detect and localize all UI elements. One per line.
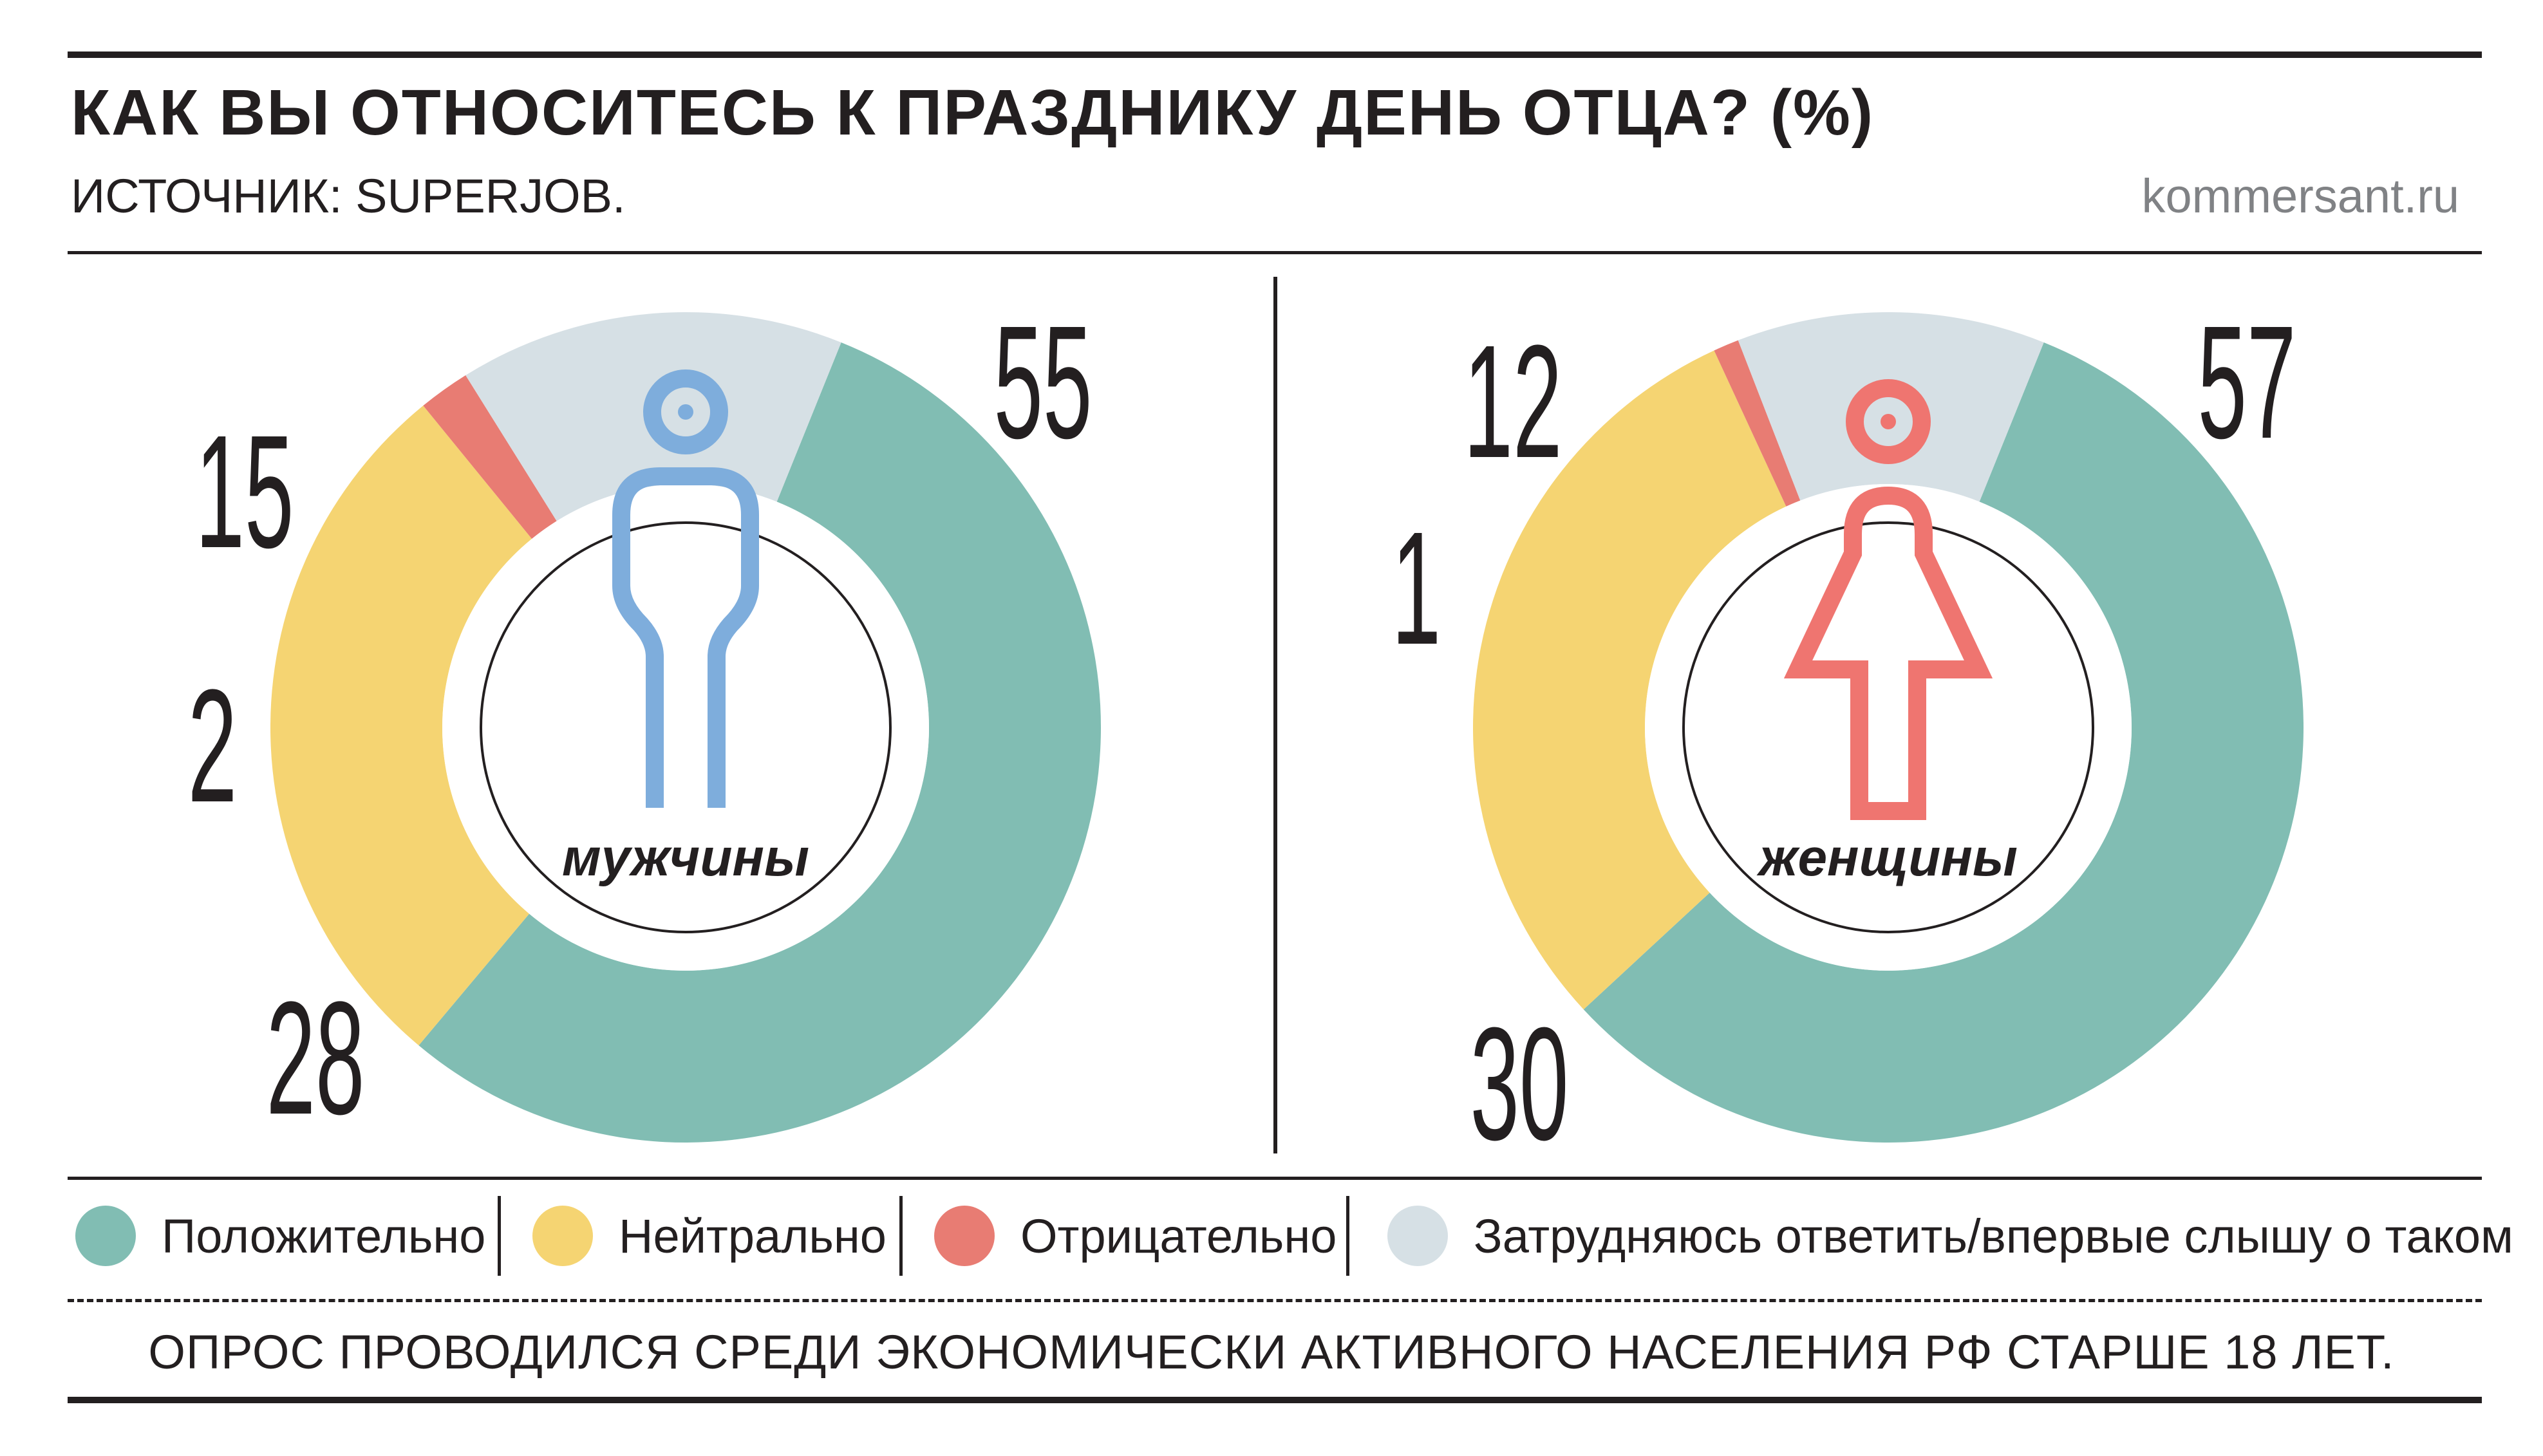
legend: Положительно Нейтрально Отрицательно Зат…: [68, 1191, 2513, 1281]
inner-ring: [1682, 521, 2094, 933]
men-donut: 55 282 15 мужчины: [188, 292, 1102, 1148]
legend-label-unsure: Затрудняюсь ответить/впервые слышу о так…: [1474, 1209, 2513, 1263]
legend-item-unsure: Затрудняюсь ответить/впервые слышу о так…: [1387, 1191, 2513, 1281]
man-icon: [612, 369, 759, 808]
value-label-negative: 1: [1392, 498, 1441, 678]
chart-title: КАК ВЫ ОТНОСИТЕСЬ К ПРАЗДНИКУ ДЕНЬ ОТЦА?…: [71, 77, 1875, 149]
gender-label: женщины: [1756, 828, 2018, 887]
legend-separator: [498, 1196, 501, 1276]
donut-charts: 55 282 15 мужчины 57 30 112 женщины: [188, 292, 2304, 1171]
legend-top-rule: [68, 1177, 2482, 1180]
site-name: kommersant.ru: [2141, 169, 2459, 223]
slice-negative: [423, 375, 557, 539]
footer-note: ОПРОС ПРОВОДИЛСЯ СРЕДИ ЭКОНОМИЧЕСКИ АКТИ…: [148, 1325, 2395, 1379]
dotted-separator: [68, 1299, 2482, 1302]
legend-label-neutral: Нейтрально: [619, 1209, 887, 1263]
slice-neutral: [270, 406, 532, 1046]
value-label-positive: 57: [2198, 292, 2296, 472]
donut-hole: [1645, 484, 2132, 971]
legend-dot-neutral: [532, 1206, 593, 1266]
bottom-rule: [68, 1397, 2482, 1403]
legend-item-negative: Отрицательно: [934, 1191, 1337, 1281]
slice-positive: [1583, 342, 2304, 1143]
woman-icon: [1783, 379, 1993, 820]
women-donut: 57 30 112 женщины: [1392, 292, 2304, 1171]
slice-unsure: [1738, 312, 2044, 502]
inner-ring: [480, 521, 892, 933]
source-note: ИСТОЧНИК: SUPERJOB.: [71, 169, 626, 223]
header-rule: [68, 251, 2482, 254]
legend-item-neutral: Нейтрально: [532, 1191, 887, 1281]
legend-dot-positive: [75, 1206, 136, 1266]
value-label-unsure: 12: [1464, 311, 1562, 491]
slice-negative: [1714, 340, 1801, 507]
legend-dot-unsure: [1387, 1206, 1448, 1266]
top-rule: [68, 51, 2482, 58]
value-label-negative: 2: [188, 655, 237, 835]
legend-item-positive: Положительно: [75, 1191, 485, 1281]
legend-dot-negative: [934, 1206, 995, 1266]
gender-label: мужчины: [562, 828, 809, 887]
value-label-unsure: 15: [196, 401, 294, 581]
legend-separator: [1346, 1196, 1349, 1276]
value-label-neutral: 28: [267, 967, 365, 1148]
value-label-positive: 55: [994, 292, 1093, 472]
legend-label-positive: Положительно: [162, 1209, 486, 1263]
chart-divider: [1273, 277, 1277, 1153]
legend-separator: [899, 1196, 903, 1276]
slice-neutral: [1473, 350, 1787, 1010]
slice-positive: [418, 342, 1102, 1143]
legend-label-negative: Отрицательно: [1020, 1209, 1337, 1263]
value-label-neutral: 30: [1470, 993, 1569, 1171]
donut-hole: [442, 484, 929, 971]
